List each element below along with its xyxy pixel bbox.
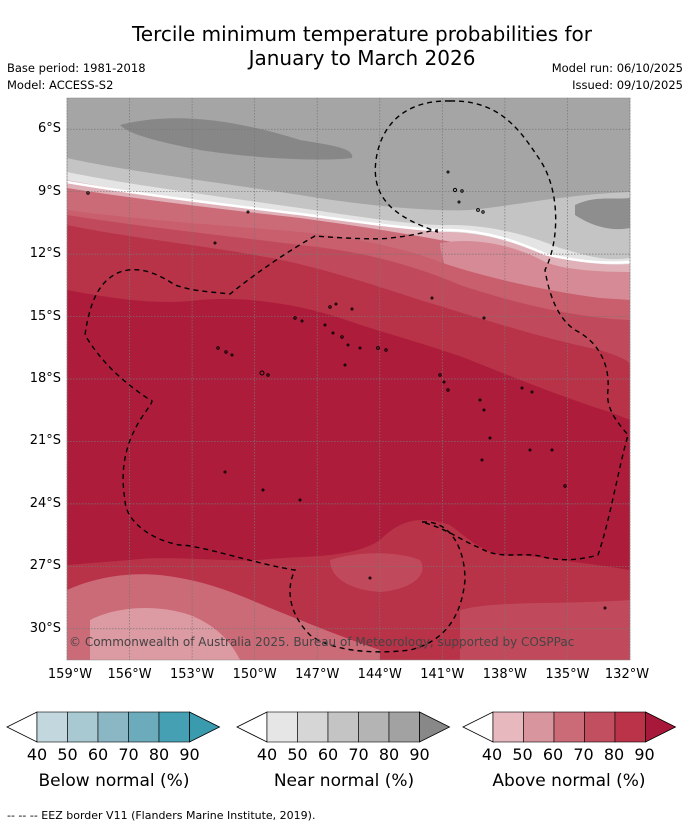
lat-label: 18°S [29, 371, 61, 386]
lat-label: 15°S [29, 308, 61, 324]
legend-extend-high [645, 711, 677, 743]
legend-extend-low [462, 711, 494, 743]
lat-label: 27°S [29, 558, 61, 574]
legend-tick: 80 [378, 745, 400, 764]
probability-map: © Commonwealth of Australia 2025. Bureau… [66, 97, 631, 661]
category-boundary-line [67, 180, 630, 264]
legend-tick: 90 [179, 745, 200, 764]
legend-above-label: Above normal (%) [492, 771, 646, 791]
legend-swatch [97, 711, 129, 743]
legend-tick: 90 [634, 745, 655, 764]
above-normal-90-region [67, 290, 630, 570]
lon-label: 132°W [604, 667, 650, 682]
lat-label: 9°S [37, 183, 61, 199]
legend-tick: 70 [348, 745, 369, 764]
legend-above-normal [462, 711, 677, 743]
legend-tick: 40 [481, 745, 503, 764]
legend-extend-high [189, 711, 221, 743]
legend-swatch [266, 711, 298, 743]
legend-below-label: Below normal (%) [38, 771, 190, 791]
legend-swatch [358, 711, 390, 743]
islands [86, 170, 607, 610]
lon-label: 159°W [47, 667, 93, 682]
title-line-1: Tercile minimum temperature probabilitie… [131, 22, 593, 46]
base-period: Base period: 1981-2018 [7, 61, 146, 75]
lon-label: 153°W [170, 667, 215, 682]
lat-label: 30°S [29, 620, 61, 636]
eez-border-marquesas [374, 100, 451, 233]
legend-tick: 90 [409, 745, 430, 764]
legend-tick: 50 [512, 745, 533, 764]
near-normal-90-region [120, 118, 353, 160]
legend-swatch [388, 711, 420, 743]
lon-label: 138°W [482, 667, 527, 682]
legend-tick: 70 [573, 745, 594, 764]
issued-date: Issued: 09/10/2025 [572, 78, 683, 92]
legend-tick: 60 [542, 745, 564, 764]
eez-border-french-polynesia [421, 100, 629, 561]
lat-label: 12°S [29, 246, 61, 262]
legend-swatch [584, 711, 616, 743]
legend-swatch [523, 711, 555, 743]
legend-tick: 60 [87, 745, 109, 764]
legend-swatch [67, 711, 99, 743]
legend-extend-high [419, 711, 451, 743]
map-title: Tercile minimum temperature probabilitie… [0, 22, 690, 70]
legend-swatch [553, 711, 585, 743]
legend-swatch [128, 711, 160, 743]
above-normal-south-70-patch [330, 553, 423, 592]
lat-label: 21°S [29, 433, 61, 449]
legend-extend-low [236, 711, 268, 743]
legend-swatch [614, 711, 646, 743]
legend-swatch [158, 711, 190, 743]
above-normal-south-50 [90, 608, 240, 660]
lon-label: 156°W [107, 667, 152, 682]
lon-label: 135°W [545, 667, 590, 682]
map-frame [66, 97, 631, 661]
eez-border-west [84, 229, 466, 653]
above-normal-southeast-70 [460, 600, 630, 660]
legend-swatch [36, 711, 68, 743]
legend-tick: 50 [57, 745, 78, 764]
legend-swatch [492, 711, 524, 743]
legend-tick: 60 [317, 745, 339, 764]
meta-left: Base period: 1981-2018 Model: ACCESS-S2 [7, 60, 146, 94]
legend-swatch [297, 711, 329, 743]
legend-tick: 40 [256, 745, 278, 764]
lat-label: 24°S [29, 495, 61, 511]
title-line-2: January to March 2026 [248, 46, 476, 70]
model-name: Model: ACCESS-S2 [7, 78, 114, 92]
near-normal-80-spot [575, 198, 630, 230]
lon-label: 147°W [295, 667, 340, 682]
lon-label: 144°W [357, 667, 402, 682]
legend-swatch [327, 711, 359, 743]
lat-label: 6°S [37, 121, 61, 137]
lon-label: 141°W [420, 667, 465, 682]
legend-tick: 80 [603, 745, 625, 764]
legend-tick: 80 [148, 745, 170, 764]
legend-near-normal [236, 711, 451, 743]
copyright-notice: © Commonwealth of Australia 2025. Bureau… [69, 635, 574, 649]
legend-below-normal [6, 711, 221, 743]
legend-extend-low [6, 711, 38, 743]
legend-tick: 70 [118, 745, 139, 764]
eez-footnote: -- -- -- EEZ border V11 (Flanders Marine… [7, 809, 316, 822]
meta-right: Model run: 06/10/2025 Issued: 09/10/2025 [552, 60, 683, 94]
model-run: Model run: 06/10/2025 [551, 61, 683, 75]
legend-near-label: Near normal (%) [273, 771, 415, 791]
legend-tick: 40 [26, 745, 48, 764]
lon-label: 150°W [232, 667, 277, 682]
legend-tick: 50 [287, 745, 308, 764]
